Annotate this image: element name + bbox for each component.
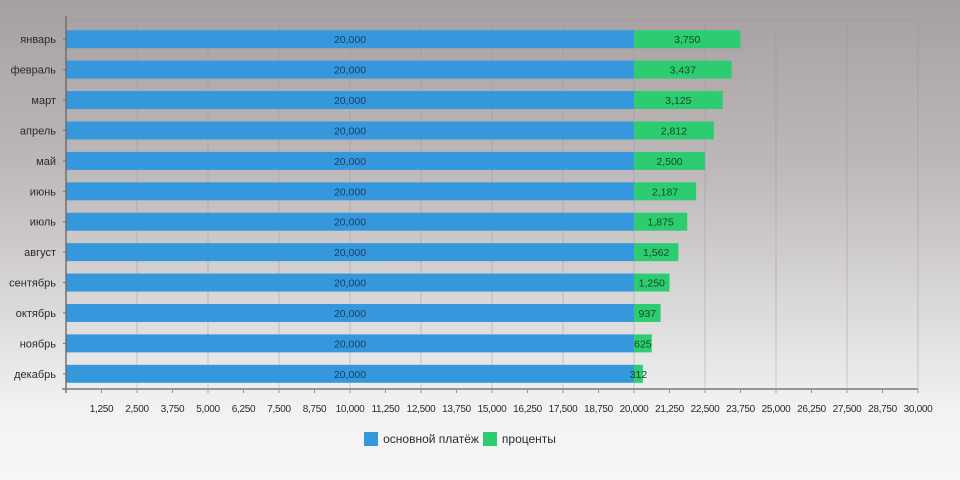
bar-principal[interactable] — [66, 364, 634, 383]
bar-label-principal: 20,000 — [334, 65, 366, 77]
bar-label-interest: 2,187 — [652, 186, 678, 198]
bar-label-principal: 20,000 — [334, 338, 366, 350]
x-tick-label: 22,500 — [691, 404, 721, 415]
bar-label-principal: 20,000 — [334, 186, 366, 198]
bar-interest[interactable] — [634, 121, 714, 140]
bar-label-principal: 20,000 — [334, 156, 366, 168]
bar-interest[interactable] — [634, 30, 741, 49]
x-tick-label: 8,750 — [303, 404, 327, 415]
bar-label-principal: 20,000 — [334, 125, 366, 137]
x-tick-label: 2,500 — [125, 404, 149, 415]
x-tick-label: 21,250 — [655, 404, 685, 415]
bar-interest[interactable] — [634, 273, 670, 292]
bar-interest[interactable] — [634, 364, 643, 383]
x-tick-label: 23,750 — [726, 404, 756, 415]
bar-principal[interactable] — [66, 334, 634, 353]
bar-principal[interactable] — [66, 182, 634, 201]
bar-interest[interactable] — [634, 303, 661, 322]
bar-label-principal: 20,000 — [334, 217, 366, 229]
bar-interest[interactable] — [634, 334, 652, 353]
bar-label-principal: 20,000 — [334, 278, 366, 290]
category-label: июль — [30, 217, 57, 229]
legend-item-principal[interactable]: основной платёж — [364, 432, 479, 446]
x-tick-label: 15,000 — [478, 404, 508, 415]
legend-label-interest: проценты — [501, 432, 556, 446]
legend-swatch-interest — [482, 432, 497, 446]
legend-swatch-principal — [364, 432, 379, 446]
bar-interest[interactable] — [634, 182, 697, 201]
bar-label-interest: 312 — [630, 369, 648, 381]
bar-label-interest: 625 — [634, 338, 652, 350]
bar-principal[interactable] — [66, 91, 634, 110]
x-tick-label: 5,000 — [196, 404, 220, 415]
x-tick-label: 11,250 — [371, 404, 400, 415]
x-tick-label: 30,000 — [904, 404, 934, 415]
bar-label-interest: 1,250 — [639, 278, 665, 290]
bar-principal[interactable] — [66, 60, 634, 79]
legend-label-principal: основной платёж — [383, 432, 479, 446]
bar-interest[interactable] — [634, 212, 688, 231]
category-label: декабрь — [14, 369, 56, 381]
bar-label-interest: 2,500 — [656, 156, 682, 168]
x-tick-label: 6,250 — [232, 404, 256, 415]
bar-principal[interactable] — [66, 30, 634, 49]
x-tick-label: 18,750 — [584, 404, 614, 415]
bar-layer: 20,000 3,750 20,000 3,437 20,000 3,125 20,000 2… — [66, 30, 741, 383]
x-tick-label: 16,250 — [513, 404, 543, 415]
bar-label-principal: 20,000 — [334, 95, 366, 107]
bar-principal[interactable] — [66, 273, 634, 292]
x-tick-label: 28,750 — [868, 404, 898, 415]
category-label: октябрь — [16, 308, 56, 320]
x-tick-label: 25,000 — [762, 404, 792, 415]
bar-label-interest: 937 — [639, 308, 657, 320]
bar-label-principal: 20,000 — [334, 247, 366, 259]
bar-label-interest: 3,750 — [674, 34, 700, 46]
bar-principal[interactable] — [66, 212, 634, 231]
bar-interest[interactable] — [634, 151, 705, 170]
bar-principal[interactable] — [66, 151, 634, 170]
category-label: июнь — [30, 186, 56, 198]
bar-interest[interactable] — [634, 243, 679, 262]
bar-label-interest: 3,437 — [670, 65, 696, 77]
legend-item-interest[interactable]: проценты — [482, 432, 556, 446]
x-tick-label: 13,750 — [442, 404, 472, 415]
category-label: сентябрь — [9, 278, 56, 290]
category-label: апрель — [20, 125, 56, 137]
bar-label-interest: 2,812 — [661, 125, 687, 137]
bar-principal[interactable] — [66, 121, 634, 140]
category-label: ноябрь — [20, 338, 57, 350]
x-tick-label: 20,000 — [620, 404, 650, 415]
x-tick-label: 10,000 — [336, 404, 366, 415]
category-label: январь — [20, 34, 56, 46]
bar-label-interest: 1,562 — [643, 247, 669, 259]
category-label: март — [31, 95, 56, 107]
x-tick-label: 7,500 — [267, 404, 291, 415]
bar-label-principal: 20,000 — [334, 34, 366, 46]
axis-layer: январь февраль март апрель май июнь июль август… — [9, 16, 933, 415]
bar-principal[interactable] — [66, 243, 634, 262]
category-label: май — [36, 156, 56, 168]
bar-label-interest: 1,875 — [647, 217, 673, 229]
bar-label-principal: 20,000 — [334, 369, 366, 381]
x-tick-label: 27,500 — [833, 404, 863, 415]
bar-principal[interactable] — [66, 303, 634, 322]
x-tick-label: 17,500 — [549, 404, 579, 415]
bar-interest[interactable] — [634, 60, 732, 79]
x-tick-label: 26,250 — [797, 404, 827, 415]
category-label: август — [24, 247, 56, 259]
grid-layer — [66, 19, 919, 389]
bar-interest[interactable] — [634, 91, 723, 110]
x-tick-label: 12,500 — [407, 404, 437, 415]
x-tick-label: 3,750 — [161, 404, 185, 415]
legend: основной платёж проценты — [0, 432, 920, 446]
bar-label-interest: 3,125 — [665, 95, 691, 107]
bar-label-principal: 20,000 — [334, 308, 366, 320]
x-tick-label: 1,250 — [90, 404, 114, 415]
category-label: февраль — [11, 65, 57, 77]
